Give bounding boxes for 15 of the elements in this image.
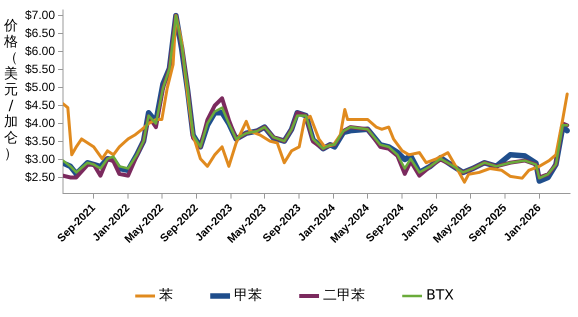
y-tick-label: $7.00 [25,8,56,22]
text: 价格（美元/加仑） [4,18,18,162]
y-tick-label: $3.00 [25,152,56,166]
y-tick-label: $2.50 [25,170,56,184]
y-tick-label: $5.50 [25,62,56,76]
legend-label: BTX [426,288,454,304]
y-tick-label: $5.00 [25,80,56,94]
legend-label: 苯 [159,288,174,304]
y-tick-label: $4.50 [25,98,56,112]
legend-label: 甲苯 [234,288,262,304]
y-tick-label: $6.50 [25,26,56,40]
y-tick-label: $4.00 [25,116,56,130]
legend-label: 二甲苯 [323,288,366,304]
y-tick-label: $6.00 [25,44,56,58]
y-tick-label: $3.50 [25,134,56,148]
